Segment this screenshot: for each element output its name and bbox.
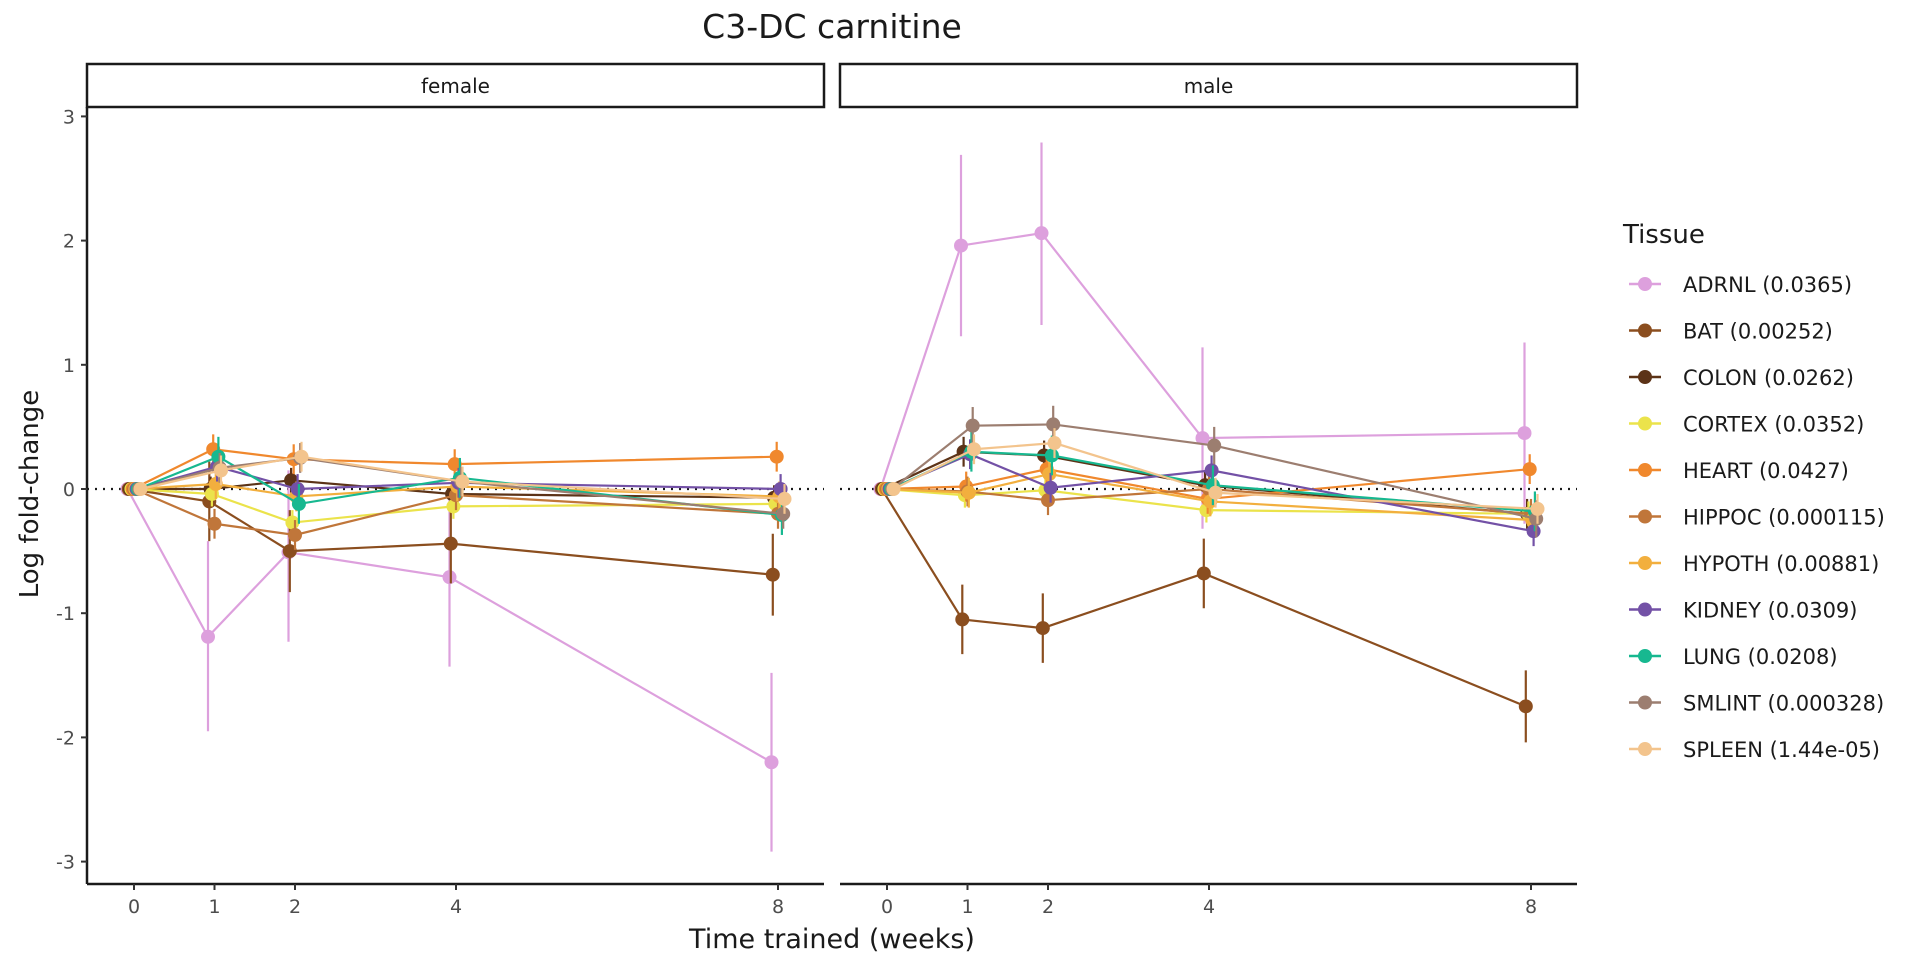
legend-key-point — [1638, 323, 1652, 338]
data-point — [1042, 467, 1057, 482]
data-point — [1034, 226, 1049, 241]
legend-label: HIPPOC (0.000115) — [1683, 506, 1885, 530]
legend-key-point — [1638, 416, 1652, 431]
y-tick-label: 3 — [63, 106, 75, 128]
data-point — [1195, 431, 1210, 446]
data-point — [290, 482, 305, 496]
data-point — [442, 570, 457, 585]
legend-label: CORTEX (0.0352) — [1683, 413, 1864, 437]
legend-label: HYPOTH (0.00881) — [1683, 552, 1879, 576]
data-point — [1530, 501, 1545, 516]
legend-label: ADRNL (0.0365) — [1683, 273, 1852, 297]
data-point — [291, 496, 306, 511]
data-point — [133, 482, 148, 496]
legend-key-point — [1638, 509, 1652, 524]
legend-key-point — [1638, 370, 1652, 384]
data-point — [207, 516, 222, 531]
data-point — [765, 567, 780, 582]
data-point — [282, 544, 297, 559]
data-point — [285, 515, 300, 530]
legend-key-point — [1638, 649, 1652, 663]
data-point — [447, 457, 462, 472]
data-point — [1196, 566, 1211, 581]
legend-key-point — [1638, 277, 1652, 291]
legend-label: SMLINT (0.000328) — [1683, 692, 1884, 716]
data-point — [1204, 463, 1219, 478]
legend-key-point — [1638, 602, 1652, 617]
x-tick-label: 2 — [1042, 896, 1054, 918]
x-tick-label: 1 — [208, 896, 220, 918]
y-tick-label: 1 — [63, 355, 75, 377]
chart-title: C3-DC carnitine — [702, 7, 962, 46]
data-point — [1035, 621, 1050, 636]
data-point — [954, 238, 968, 253]
data-point — [764, 755, 779, 770]
data-point — [776, 506, 791, 521]
facet-strip-female — [85, 62, 826, 109]
x-tick-label: 1 — [961, 896, 973, 918]
y-tick-label: -1 — [56, 603, 75, 625]
data-point — [965, 418, 980, 433]
x-tick-label: 4 — [450, 896, 462, 918]
data-point — [769, 449, 784, 464]
data-point — [1522, 462, 1537, 477]
data-point — [1526, 524, 1541, 539]
legend-label: HEART (0.0427) — [1683, 459, 1849, 483]
x-tick-label: 8 — [772, 896, 784, 918]
data-point — [1207, 438, 1222, 453]
legend: ADRNL (0.0365) BAT (0.00252) COLON (0.0262… — [1629, 273, 1885, 762]
data-point — [443, 536, 458, 551]
facet-label-female: female — [421, 74, 490, 98]
data-point — [967, 442, 981, 457]
legend-key-point — [1638, 695, 1652, 710]
y-tick-label: 0 — [63, 479, 75, 501]
legend-label: COLON (0.0262) — [1683, 366, 1854, 390]
data-point — [214, 463, 228, 478]
legend-label: LUNG (0.0208) — [1683, 645, 1838, 669]
data-point — [1517, 426, 1532, 441]
legend-key-point — [1638, 556, 1652, 570]
x-tick-label: 0 — [128, 896, 140, 918]
data-point — [1041, 493, 1055, 508]
legend-label: BAT (0.00252) — [1683, 320, 1833, 344]
y-axis-label: Log fold-change — [15, 390, 45, 599]
facet-strip-male — [838, 62, 1579, 109]
x-tick-label: 0 — [881, 896, 893, 918]
data-point — [1044, 448, 1059, 463]
y-tick-label: 2 — [63, 231, 75, 253]
legend-title: Tissue — [1622, 220, 1705, 250]
data-point — [886, 482, 901, 496]
x-axis-label: Time trained (weeks) — [688, 924, 975, 955]
data-point — [1518, 699, 1533, 714]
data-point — [961, 485, 976, 500]
data-point — [288, 527, 302, 542]
x-tick-label: 8 — [1525, 896, 1537, 918]
data-point — [1043, 480, 1058, 495]
facet-label-male: male — [1184, 74, 1234, 98]
y-tick-label: -2 — [56, 727, 75, 749]
x-tick-label: 4 — [1203, 896, 1215, 918]
legend-key-point — [1638, 742, 1652, 756]
x-tick-label: 2 — [289, 896, 301, 918]
data-point — [777, 491, 792, 506]
legend-label: SPLEEN (1.44e-05) — [1683, 738, 1880, 762]
data-point — [955, 612, 970, 627]
legend-key-point — [1638, 463, 1652, 477]
data-point — [201, 629, 215, 644]
y-tick-label: -3 — [56, 852, 75, 874]
data-point — [455, 474, 470, 489]
data-point — [1046, 417, 1061, 432]
legend-label: KIDNEY (0.0309) — [1683, 599, 1857, 623]
data-point — [1208, 485, 1223, 500]
data-point — [294, 449, 309, 464]
data-point — [1047, 436, 1062, 451]
plot-layer: female -3 -2 -1 0 1 2 3 0 1 2 4 8 male 0 1 2 4 8 — [56, 62, 1579, 918]
